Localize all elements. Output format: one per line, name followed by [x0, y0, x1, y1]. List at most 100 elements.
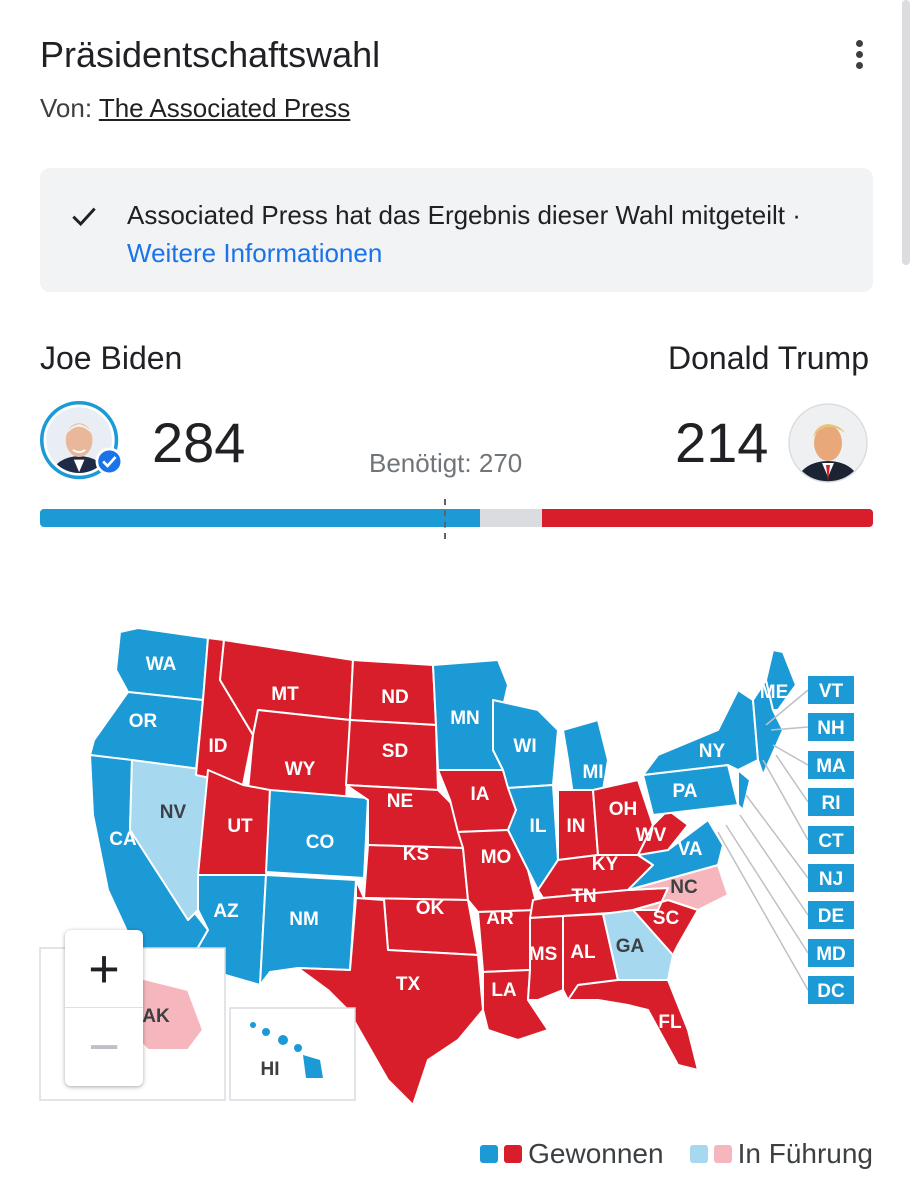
label-fl: FL [658, 1012, 682, 1033]
label-ak: AK [142, 1006, 170, 1027]
label-ar: AR [486, 908, 514, 929]
more-options-icon[interactable] [846, 40, 872, 74]
label-al: AL [570, 942, 596, 963]
biden-avatar [40, 401, 124, 480]
label-mn: MN [450, 708, 480, 729]
label-il: IL [530, 816, 547, 837]
label-ca: CA [109, 829, 137, 850]
callout-ct-box [808, 826, 854, 854]
callout-md-box [808, 939, 854, 967]
label-ks: KS [403, 844, 429, 865]
trump-vote-bar [542, 509, 873, 527]
label-ia: IA [471, 784, 490, 805]
state-nc [627, 864, 729, 911]
label-va: VA [678, 839, 703, 860]
map-legend: Gewonnen In Führung [480, 1138, 873, 1170]
zoom-control: + − [65, 930, 143, 1086]
label-sc: SC [653, 908, 680, 929]
label-oh: OH [609, 799, 638, 820]
label-in: IN [567, 816, 586, 837]
label-mo: MO [481, 847, 512, 868]
candidate-left-name: Joe Biden [40, 340, 183, 376]
label-wv: WV [636, 825, 667, 846]
label-id: ID [209, 736, 228, 757]
legend-rep-lead-swatch [713, 1145, 732, 1163]
label-hi: HI [261, 1059, 280, 1080]
source-line: Von: The Associated Press [40, 93, 350, 124]
legend-dem-won-swatch [480, 1145, 499, 1163]
more-info-link[interactable]: Weitere Informationen [127, 238, 383, 268]
callout-ri-box [808, 788, 854, 816]
candidate-right-votes: 214 [675, 411, 769, 474]
callout-boxes [808, 676, 854, 1004]
check-icon [72, 207, 96, 227]
label-wa: WA [146, 654, 177, 675]
callout-dc: DC [817, 981, 845, 1002]
label-nv: NV [160, 802, 187, 823]
label-nd: ND [381, 687, 408, 708]
electoral-vote-bar [40, 509, 873, 527]
label-sd: SD [382, 741, 408, 762]
label-pa: PA [673, 781, 698, 802]
callout-vt-box [808, 676, 854, 704]
label-ut: UT [227, 816, 253, 837]
state-wy [247, 709, 351, 801]
legend-dem-lead-swatch [689, 1145, 708, 1163]
callout-de: DE [818, 906, 844, 927]
inset-hawaii[interactable] [229, 1007, 356, 1101]
label-tn: TN [571, 886, 596, 907]
label-nm: NM [289, 909, 319, 930]
label-wy: WY [285, 759, 316, 780]
callout-nj-box [808, 864, 854, 892]
state-il [507, 784, 559, 891]
label-wi: WI [513, 736, 536, 757]
label-co: CO [306, 832, 335, 853]
label-la: LA [491, 980, 517, 1001]
us-election-map[interactable]: WA OR CA NV ID MT WY UT CO AZ NM ND SD N… [38, 610, 878, 1110]
result-notice: Associated Press hat das Ergebnis dieser… [40, 168, 873, 292]
callout-de-box [808, 901, 854, 929]
callout-dc-box [808, 976, 854, 1004]
state-mi [562, 719, 609, 796]
state-ny [642, 689, 759, 776]
candidate-left-votes: 284 [152, 411, 246, 474]
candidate-right-name: Donald Trump [668, 340, 869, 376]
source-prefix: Von: [40, 93, 93, 123]
callout-nh-box [808, 713, 854, 741]
label-mi: MI [582, 762, 603, 783]
legend-leading-label: In Führung [737, 1138, 873, 1169]
callout-md: MD [816, 944, 846, 965]
label-ms: MS [529, 944, 558, 965]
state-va [627, 819, 724, 891]
label-az: AZ [213, 901, 239, 922]
callout-nh: NH [817, 718, 844, 739]
state-nv [129, 759, 209, 921]
label-nc: NC [670, 877, 698, 898]
label-me: ME [760, 682, 789, 703]
callout-ri: RI [822, 793, 841, 814]
scrollbar[interactable] [902, 0, 910, 265]
label-ky: KY [592, 854, 619, 875]
label-mt: MT [271, 684, 299, 705]
state-co [265, 789, 369, 879]
trump-avatar [788, 403, 868, 483]
source-link[interactable]: The Associated Press [98, 93, 351, 123]
callout-ma: MA [816, 756, 846, 777]
label-ne: NE [387, 791, 413, 812]
zoom-out-button[interactable]: − [65, 1007, 143, 1085]
callout-vt: VT [819, 681, 844, 702]
zoom-in-button[interactable]: + [88, 938, 120, 999]
biden-vote-bar [40, 509, 480, 527]
callout-nj: NJ [819, 869, 843, 890]
state-ga [602, 909, 674, 981]
callout-ma-box [808, 751, 854, 779]
label-or: OR [129, 711, 158, 732]
label-ga: GA [616, 936, 645, 957]
legend-won-label: Gewonnen [528, 1138, 664, 1169]
callout-ct: CT [818, 831, 844, 852]
threshold-marker [444, 499, 446, 539]
state-nj [737, 769, 751, 811]
state-fl [567, 979, 699, 1071]
state-me [765, 649, 797, 711]
label-ny: NY [699, 741, 726, 762]
